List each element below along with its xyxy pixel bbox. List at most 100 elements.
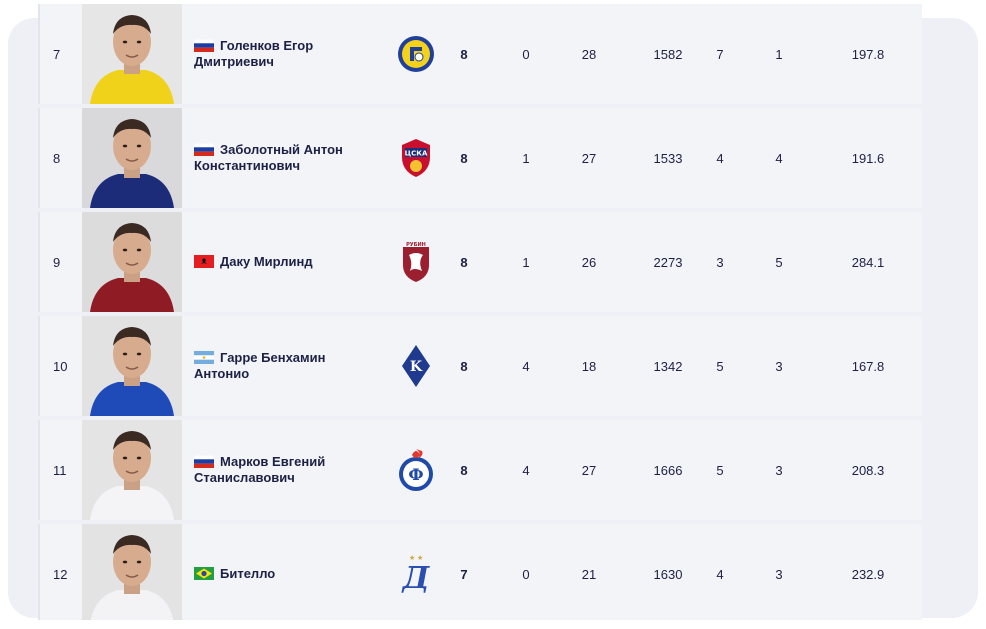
player-name-line2[interactable]: Антонио: [194, 366, 250, 381]
avatar: [82, 212, 182, 312]
stat-b-cell: 3: [775, 358, 783, 374]
goals-cell: 1: [522, 150, 530, 166]
table-row[interactable]: 11 Марков Евгений Станиславович Ф 8 4 27…: [38, 420, 922, 520]
player-name-line1[interactable]: Голенков Егор: [220, 38, 314, 53]
svg-text:★: ★: [409, 554, 415, 562]
player-name-line2[interactable]: Дмитриевич: [194, 54, 274, 69]
matches-cell: 7: [460, 566, 468, 582]
stat-a-cell: 7: [716, 46, 724, 62]
player-name-cell[interactable]: Заболотный Антон Константинович: [193, 108, 384, 208]
rostov-logo-icon[interactable]: [394, 4, 438, 104]
minutes-cell: 1630: [653, 566, 683, 582]
average-cell: 208.3: [851, 462, 885, 478]
albania-flag-icon: [194, 255, 214, 268]
svg-text:ЦСКА: ЦСКА: [405, 150, 428, 158]
average-cell: 232.9: [851, 566, 885, 582]
russia-flag-icon: [193, 142, 215, 156]
avatar: [82, 524, 182, 620]
table-row[interactable]: 8 Заболотный Антон Константинович ЦСКА 8…: [38, 108, 922, 208]
stat-a-cell: 3: [716, 254, 724, 270]
stat-b-cell: 3: [775, 566, 783, 582]
saves-cell: 18: [581, 358, 597, 374]
minutes-cell: 1666: [653, 462, 683, 478]
average-cell: 197.8: [851, 46, 885, 62]
player-photo: [82, 420, 182, 520]
player-name-cell[interactable]: Гарре Бенхамин Антонио: [194, 316, 384, 416]
stat-b-cell: 3: [775, 462, 783, 478]
avatar: [82, 420, 182, 520]
player-name-line2[interactable]: Станиславович: [194, 470, 295, 485]
player-photo: [82, 108, 182, 208]
player-photo: [82, 4, 182, 104]
svg-text:Д: Д: [401, 561, 431, 596]
rank-cell: 7: [53, 46, 61, 62]
stat-b-cell: 4: [775, 150, 783, 166]
table-row[interactable]: 12 Бителло ★ ★ Д 7 0 21 1630 4 3 232.9: [38, 524, 922, 620]
russia-flag-icon: [193, 454, 215, 468]
avatar: [82, 316, 182, 416]
minutes-cell: 1582: [653, 46, 683, 62]
saves-cell: 21: [581, 566, 597, 582]
cska-logo-icon[interactable]: ЦСКА: [394, 108, 438, 208]
matches-cell: 8: [460, 254, 468, 270]
matches-cell: 8: [460, 358, 468, 374]
goals-cell: 4: [522, 462, 530, 478]
goals-cell: 0: [522, 46, 530, 62]
svg-text:K: K: [410, 359, 423, 375]
stat-a-cell: 4: [716, 566, 724, 582]
player-photo: [82, 524, 182, 620]
brazil-flag-icon: [194, 567, 214, 580]
player-name-line1[interactable]: Бителло: [220, 566, 276, 581]
rubin-logo-icon[interactable]: РУБИН: [394, 212, 438, 312]
avatar: [82, 4, 182, 104]
minutes-cell: 2273: [653, 254, 683, 270]
table-row[interactable]: 9 Даку Мирлинд РУБИН 8 1 26 2273 3 5 284…: [38, 212, 922, 312]
stat-a-cell: 5: [716, 462, 724, 478]
average-cell: 284.1: [851, 254, 885, 270]
saves-cell: 27: [581, 462, 597, 478]
table-row[interactable]: 10 Гарре Бенхамин Антонио K 8 4 18 1342 …: [38, 316, 922, 416]
player-name-cell[interactable]: Даку Мирлинд: [194, 212, 384, 312]
saves-cell: 28: [581, 46, 597, 62]
minutes-cell: 1342: [653, 358, 683, 374]
svg-text:РУБИН: РУБИН: [406, 242, 426, 248]
rank-cell: 12: [53, 566, 68, 582]
player-name-line1[interactable]: Даку Мирлинд: [220, 254, 313, 269]
russia-flag-icon: [193, 38, 215, 52]
svg-text:Ф: Ф: [408, 465, 423, 484]
fakel-logo-icon[interactable]: Ф: [394, 420, 438, 520]
player-name-line1[interactable]: Заболотный Антон: [220, 142, 343, 157]
player-name-cell[interactable]: Бителло: [194, 524, 384, 620]
player-photo: [82, 212, 182, 312]
minutes-cell: 1533: [653, 150, 683, 166]
player-name-cell[interactable]: Марков Евгений Станиславович: [193, 420, 384, 520]
saves-cell: 26: [581, 254, 597, 270]
matches-cell: 8: [460, 150, 468, 166]
stat-b-cell: 5: [775, 254, 783, 270]
matches-cell: 8: [460, 462, 468, 478]
player-name-line1[interactable]: Марков Евгений: [220, 454, 326, 469]
player-name-cell[interactable]: Голенков Егор Дмитриевич: [193, 4, 384, 104]
rank-cell: 9: [53, 254, 61, 270]
goals-cell: 4: [522, 358, 530, 374]
goals-cell: 0: [522, 566, 530, 582]
stat-a-cell: 4: [716, 150, 724, 166]
dynamo-logo-icon[interactable]: ★ ★ Д: [394, 524, 438, 620]
goals-cell: 1: [522, 254, 530, 270]
svg-text:★: ★: [417, 554, 423, 562]
rank-cell: 8: [53, 150, 61, 166]
saves-cell: 27: [581, 150, 597, 166]
average-cell: 191.6: [851, 150, 885, 166]
stat-a-cell: 5: [716, 358, 724, 374]
avatar: [82, 108, 182, 208]
table-row[interactable]: 7 Голенков Егор Дмитриевич 8 0 28 1582 7…: [38, 4, 922, 104]
matches-cell: 8: [460, 46, 468, 62]
argentina-flag-icon: [194, 351, 214, 364]
krylia-sovetov-logo-icon[interactable]: K: [394, 316, 438, 416]
player-name-line2[interactable]: Константинович: [194, 158, 301, 173]
stat-b-cell: 1: [775, 46, 783, 62]
player-name-line1[interactable]: Гарре Бенхамин: [220, 350, 326, 365]
average-cell: 167.8: [851, 358, 885, 374]
player-photo: [82, 316, 182, 416]
